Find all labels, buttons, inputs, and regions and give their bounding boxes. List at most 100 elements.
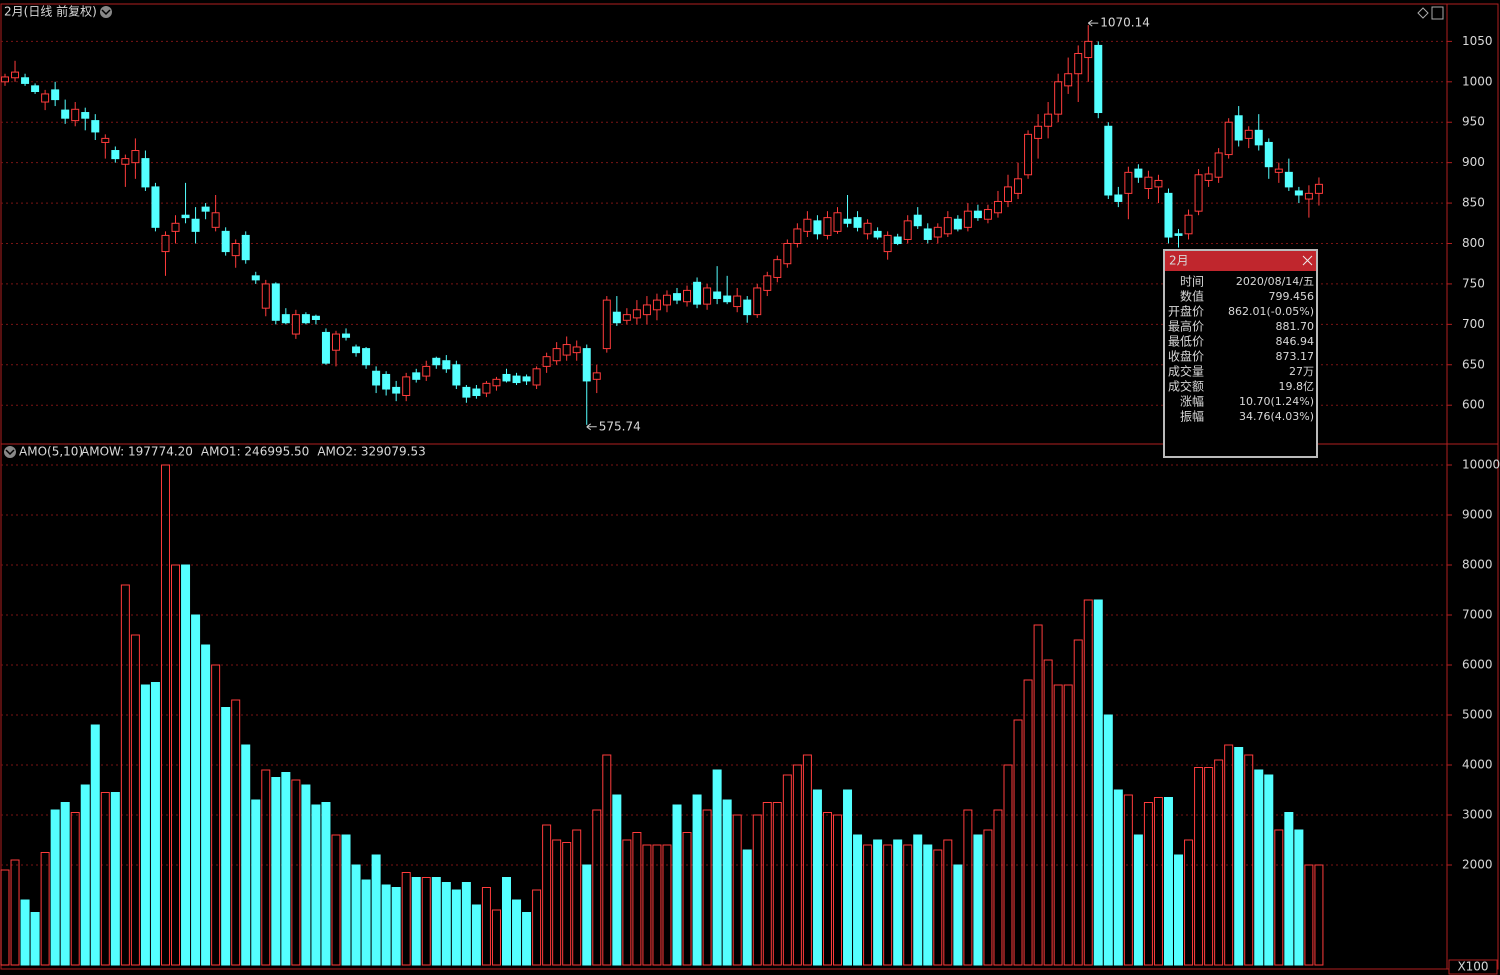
candle-body bbox=[993, 200, 1002, 214]
candle-body bbox=[331, 333, 340, 351]
dropdown-icon[interactable] bbox=[100, 6, 112, 18]
candle-body bbox=[1054, 81, 1063, 115]
y-tick-label: 950 bbox=[1462, 115, 1485, 129]
candle-body bbox=[783, 242, 792, 265]
y-tick-label: 7000 bbox=[1462, 608, 1493, 622]
volume-bar bbox=[943, 839, 953, 966]
candle-body bbox=[1104, 125, 1113, 196]
diamond-icon[interactable] bbox=[1417, 7, 1429, 19]
candle-body bbox=[141, 158, 150, 188]
candle-body bbox=[71, 108, 80, 122]
candle-body bbox=[803, 218, 812, 232]
volume-bar bbox=[903, 844, 913, 966]
candle-body bbox=[11, 71, 20, 79]
volume-bar bbox=[832, 814, 842, 966]
volume-bar bbox=[853, 834, 863, 966]
volume-bar bbox=[1153, 797, 1163, 966]
volume-bar bbox=[1163, 797, 1173, 966]
candle-body bbox=[191, 218, 200, 232]
candle-body bbox=[111, 150, 120, 160]
volume-bar bbox=[1103, 714, 1113, 966]
volume-bar bbox=[883, 844, 893, 966]
volume-bar bbox=[642, 844, 652, 966]
tooltip-box bbox=[1163, 249, 1318, 458]
volume-bar bbox=[20, 899, 30, 966]
candle-body bbox=[402, 376, 411, 396]
volume-bar bbox=[311, 804, 321, 966]
volume-bar bbox=[1113, 789, 1123, 966]
volume-bar bbox=[30, 912, 40, 966]
volume-bar bbox=[572, 829, 582, 966]
candle-body bbox=[522, 376, 531, 382]
volume-bar bbox=[772, 802, 782, 966]
candle-body bbox=[642, 304, 651, 316]
tooltip-label: 收盘价 bbox=[1168, 349, 1204, 364]
volume-bar bbox=[632, 832, 642, 966]
extreme-label: 575.74 bbox=[599, 419, 641, 433]
volume-bar bbox=[1214, 759, 1224, 966]
y-tick-label: 650 bbox=[1462, 357, 1485, 371]
y-tick-label: 10000 bbox=[1462, 458, 1500, 472]
volume-bar bbox=[732, 814, 742, 966]
volume-bar bbox=[782, 774, 792, 966]
candle-body bbox=[301, 314, 310, 324]
candle-body bbox=[1194, 174, 1203, 212]
candle-body bbox=[1124, 171, 1133, 194]
candle-body bbox=[572, 346, 581, 354]
window-icon[interactable] bbox=[1431, 6, 1444, 20]
tooltip-label: 时间 bbox=[1180, 275, 1204, 289]
y-tick-label: 9000 bbox=[1462, 508, 1493, 522]
candle-body bbox=[1224, 121, 1233, 156]
tooltip-value: 799.456 bbox=[1269, 290, 1315, 303]
candle-body bbox=[171, 222, 180, 232]
candle-body bbox=[31, 85, 40, 93]
volume-bar bbox=[40, 852, 50, 966]
volume-bar bbox=[822, 812, 832, 966]
candle-body bbox=[251, 275, 260, 281]
dropdown-icon[interactable] bbox=[4, 446, 16, 458]
volume-bar bbox=[923, 844, 933, 966]
volume-bar bbox=[50, 809, 60, 966]
volume-bar bbox=[582, 864, 592, 966]
tooltip-value: 846.94 bbox=[1276, 335, 1315, 348]
volume-bar bbox=[231, 699, 241, 966]
candle-body bbox=[1064, 73, 1073, 87]
y-tick-label: 900 bbox=[1462, 155, 1485, 169]
volume-bar bbox=[1284, 812, 1294, 966]
volume-bar bbox=[1143, 802, 1153, 966]
volume-bar bbox=[100, 792, 110, 966]
volume-bar bbox=[110, 792, 120, 966]
close-icon[interactable] bbox=[1302, 255, 1313, 266]
candle-body bbox=[231, 242, 240, 257]
volume-bar bbox=[1093, 599, 1103, 966]
volume-bar bbox=[873, 839, 883, 966]
volume-bar bbox=[752, 814, 762, 966]
candle-body bbox=[693, 281, 702, 305]
y-tick-label: 600 bbox=[1462, 398, 1485, 412]
volume-bar bbox=[1304, 864, 1314, 966]
candle-body bbox=[883, 234, 892, 253]
volume-bar bbox=[201, 644, 211, 966]
y-tick-label: 2000 bbox=[1462, 858, 1493, 872]
volume-bar bbox=[241, 744, 251, 966]
volume-bar bbox=[441, 882, 451, 966]
candle-body bbox=[81, 112, 90, 119]
volume-bar bbox=[331, 834, 341, 966]
volume-bar bbox=[993, 809, 1003, 966]
volume-bar bbox=[291, 779, 301, 966]
candle-body bbox=[442, 360, 451, 370]
candle-body bbox=[903, 220, 912, 240]
volume-bar bbox=[140, 684, 150, 966]
tooltip-value: 873.17 bbox=[1276, 350, 1315, 363]
candle-body bbox=[41, 93, 50, 103]
candle-body bbox=[733, 295, 742, 308]
volume-bar bbox=[792, 764, 802, 966]
candle-body bbox=[1, 76, 9, 83]
volume-bar bbox=[391, 887, 401, 966]
y-tick-label: 750 bbox=[1462, 276, 1485, 290]
volume-bar bbox=[171, 564, 181, 966]
y-tick-label: 6000 bbox=[1462, 658, 1493, 672]
volume-bar bbox=[562, 842, 572, 966]
candle-body bbox=[763, 275, 772, 291]
y-tick-label: 8000 bbox=[1462, 558, 1493, 572]
